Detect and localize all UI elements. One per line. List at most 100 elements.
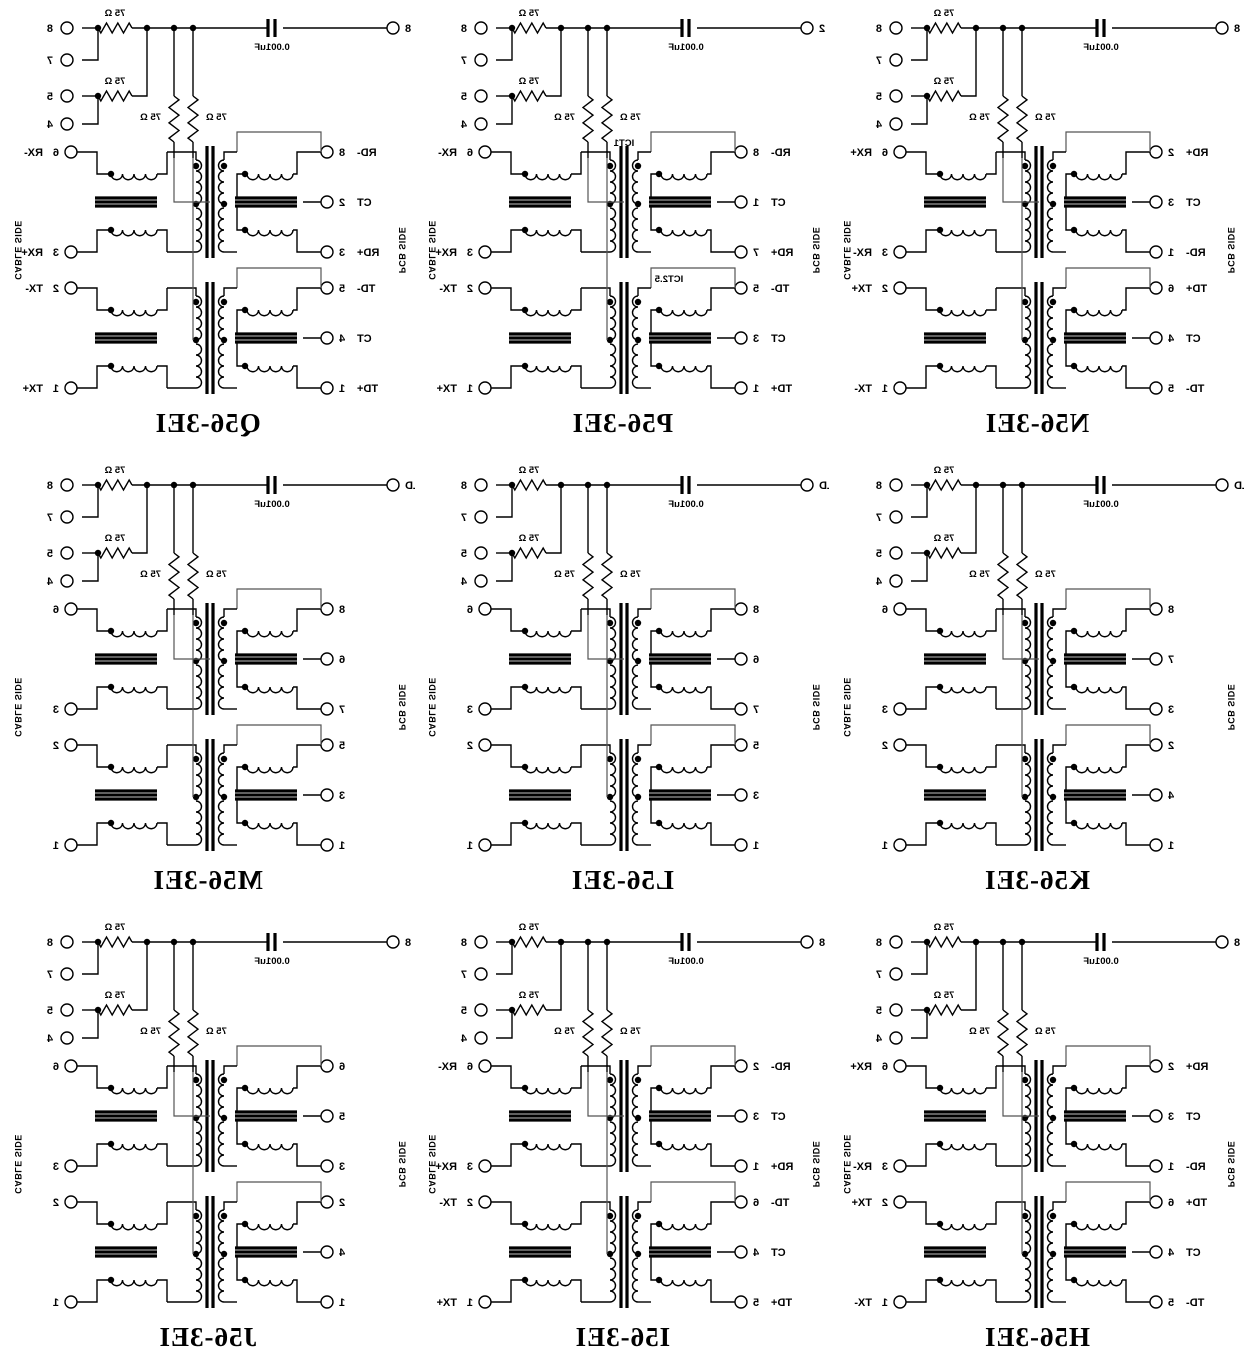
pin-terminal[interactable] [734, 1295, 749, 1309]
pin-terminal[interactable] [893, 1159, 907, 1173]
pin-terminal[interactable] [893, 1059, 907, 1073]
pin-terminal[interactable] [474, 478, 489, 492]
pin-terminal[interactable] [319, 1109, 334, 1123]
pin-terminal[interactable] [63, 281, 78, 295]
pin-terminal[interactable] [889, 1031, 903, 1045]
pin-terminal[interactable] [734, 788, 749, 802]
pin-terminal[interactable] [478, 702, 493, 716]
pin-terminal[interactable] [734, 702, 749, 716]
pin-terminal[interactable] [889, 478, 903, 492]
pin-terminal[interactable] [474, 935, 489, 949]
pin-terminal[interactable] [474, 21, 489, 35]
pin-terminal[interactable] [474, 510, 489, 524]
pin-terminal[interactable] [59, 117, 74, 131]
pin-terminal[interactable] [893, 281, 907, 295]
pin-terminal[interactable] [1149, 1195, 1163, 1209]
pin-terminal[interactable] [63, 738, 78, 752]
pin-terminal[interactable] [319, 1195, 334, 1209]
pin-terminal[interactable] [889, 967, 903, 981]
pin-terminal[interactable] [889, 546, 903, 560]
pin-terminal[interactable] [734, 381, 749, 395]
pin-terminal[interactable] [893, 381, 907, 395]
pin-terminal[interactable] [734, 245, 749, 259]
pin-terminal[interactable] [889, 1003, 903, 1017]
pin-terminal[interactable] [889, 21, 903, 35]
pin-terminal[interactable] [734, 1109, 749, 1123]
pin-terminal[interactable] [734, 1059, 749, 1073]
pin-terminal[interactable] [893, 1195, 907, 1209]
pin-terminal[interactable] [59, 53, 74, 67]
pin-terminal[interactable] [1149, 281, 1163, 295]
pin-terminal[interactable] [385, 935, 400, 949]
pin-terminal[interactable] [59, 935, 74, 949]
pin-terminal[interactable] [319, 381, 334, 395]
pin-terminal[interactable] [319, 1295, 334, 1309]
pin-terminal[interactable] [1149, 195, 1163, 209]
pin-terminal[interactable] [800, 21, 815, 35]
pin-terminal[interactable] [319, 838, 334, 852]
pin-terminal[interactable] [63, 145, 78, 159]
pin-terminal[interactable] [734, 602, 749, 616]
pin-terminal[interactable] [893, 838, 907, 852]
pin-terminal[interactable] [734, 652, 749, 666]
pin-terminal[interactable] [474, 1031, 489, 1045]
pin-terminal[interactable] [63, 1195, 78, 1209]
pin-terminal[interactable] [63, 1295, 78, 1309]
pin-terminal[interactable] [734, 838, 749, 852]
pin-terminal[interactable] [478, 1195, 493, 1209]
pin-terminal[interactable] [889, 510, 903, 524]
pin-terminal[interactable] [478, 281, 493, 295]
pin-terminal[interactable] [63, 602, 78, 616]
pin-terminal[interactable] [893, 1295, 907, 1309]
pin-terminal[interactable] [478, 381, 493, 395]
pin-terminal[interactable] [1149, 1295, 1163, 1309]
pin-terminal[interactable] [474, 89, 489, 103]
pin-terminal[interactable] [800, 478, 815, 492]
pin-terminal[interactable] [734, 1159, 749, 1173]
pin-terminal[interactable] [1149, 738, 1163, 752]
pin-terminal[interactable] [889, 53, 903, 67]
pin-terminal[interactable] [474, 117, 489, 131]
pin-terminal[interactable] [63, 1059, 78, 1073]
pin-terminal[interactable] [1149, 702, 1163, 716]
pin-terminal[interactable] [59, 574, 74, 588]
pin-terminal[interactable] [893, 602, 907, 616]
pin-terminal[interactable] [319, 652, 334, 666]
pin-terminal[interactable] [474, 967, 489, 981]
pin-terminal[interactable] [1149, 652, 1163, 666]
pin-terminal[interactable] [734, 738, 749, 752]
pin-terminal[interactable] [385, 21, 400, 35]
pin-terminal[interactable] [478, 602, 493, 616]
pin-terminal[interactable] [1149, 602, 1163, 616]
pin-terminal[interactable] [474, 546, 489, 560]
pin-terminal[interactable] [59, 478, 74, 492]
pin-terminal[interactable] [1149, 1109, 1163, 1123]
pin-terminal[interactable] [59, 21, 74, 35]
pin-terminal[interactable] [893, 702, 907, 716]
pin-terminal[interactable] [889, 89, 903, 103]
pin-terminal[interactable] [59, 1003, 74, 1017]
pin-terminal[interactable] [319, 195, 334, 209]
pin-terminal[interactable] [478, 1159, 493, 1173]
pin-terminal[interactable] [734, 281, 749, 295]
pin-terminal[interactable] [63, 702, 78, 716]
pin-terminal[interactable] [1149, 1245, 1163, 1259]
pin-terminal[interactable] [319, 1159, 334, 1173]
pin-terminal[interactable] [59, 546, 74, 560]
pin-terminal[interactable] [63, 838, 78, 852]
pin-terminal[interactable] [474, 53, 489, 67]
pin-terminal[interactable] [734, 1245, 749, 1259]
pin-terminal[interactable] [734, 195, 749, 209]
pin-terminal[interactable] [478, 245, 493, 259]
pin-terminal[interactable] [63, 245, 78, 259]
pin-terminal[interactable] [474, 1003, 489, 1017]
pin-terminal[interactable] [1149, 838, 1163, 852]
pin-terminal[interactable] [478, 738, 493, 752]
pin-terminal[interactable] [63, 381, 78, 395]
pin-terminal[interactable] [1149, 1159, 1163, 1173]
pin-terminal[interactable] [59, 967, 74, 981]
pin-terminal[interactable] [734, 331, 749, 345]
pin-terminal[interactable] [319, 602, 334, 616]
pin-terminal[interactable] [385, 478, 400, 492]
pin-terminal[interactable] [319, 145, 334, 159]
